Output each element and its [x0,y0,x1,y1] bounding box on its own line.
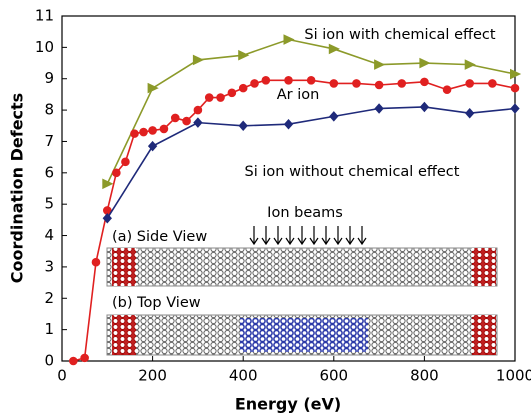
point [375,104,383,113]
point [171,114,179,122]
x-tick-label: 0 [57,367,67,385]
point [228,89,236,97]
nanotube-top [107,315,497,355]
point [285,120,293,129]
point [262,76,270,84]
y-tick-label: 6 [44,163,54,181]
point [81,354,89,362]
point [239,51,249,60]
y-tick-label: 7 [44,132,54,150]
annotation: (a) Side View [112,229,207,245]
ion-beam-arrows [250,226,366,244]
point [465,60,475,69]
point [284,35,294,44]
point [113,169,121,177]
annotation: Ion beams [267,205,343,221]
x-tick-label: 600 [319,367,348,385]
series-label: Si ion with chemical effect [304,27,495,43]
point [285,76,293,84]
point [194,118,202,127]
point [217,94,225,102]
x-tick-label: 800 [410,367,439,385]
point [92,258,100,266]
point [420,102,428,111]
chart: Energy (eV) Coordination Defects 0 200 400… [0,0,531,418]
nanotube-side [107,248,497,286]
y-tick-label: 11 [35,7,54,25]
y-tick-label: 8 [44,101,54,119]
y-tick-label: 9 [44,69,54,87]
point [421,78,429,86]
point [103,179,113,188]
point [122,158,130,166]
point [375,81,383,89]
y-tick-label: 2 [44,289,54,307]
point [375,60,385,69]
point [205,94,213,102]
point [251,80,259,88]
point [511,104,519,113]
point [353,80,361,88]
point [330,80,338,88]
point [420,59,430,68]
x-tick-label: 200 [138,367,167,385]
point [149,127,157,135]
y-tick-label: 0 [44,352,54,370]
point [489,80,497,88]
point [330,112,338,121]
point [183,117,191,125]
y-tick-label: 3 [44,257,54,275]
point [194,106,202,114]
point [239,121,247,130]
point [329,44,339,53]
point [398,80,406,88]
y-axis-title: Coordination Defects [8,93,27,283]
point [140,128,148,136]
point [466,109,474,118]
point [70,357,78,365]
series-label: Ar ion [277,87,320,103]
point [511,84,519,92]
series-label: Si ion without chemical effect [245,164,460,180]
point [131,130,139,138]
y-tick-label: 1 [44,320,54,338]
point [160,125,168,133]
point [239,84,247,92]
y-tick-label: 4 [44,226,54,244]
point [307,76,315,84]
point [443,86,451,94]
y-tick-label: 10 [35,38,54,56]
y-tick-label: 5 [44,195,54,213]
x-tick-label: 1000 [496,367,531,385]
point [466,80,474,88]
x-tick-label: 400 [229,367,258,385]
x-axis-title: Energy (eV) [235,395,341,414]
annotation: (b) Top View [112,295,201,311]
point [193,55,203,64]
